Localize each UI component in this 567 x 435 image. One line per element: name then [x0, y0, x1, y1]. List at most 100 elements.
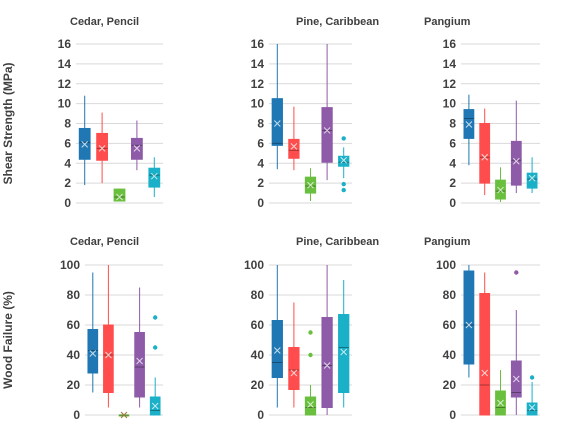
y-tick-label: 16 [58, 37, 72, 51]
y-tick-label: 8 [449, 117, 456, 131]
box-series-1 [78, 95, 91, 186]
box-series-3 [118, 411, 130, 419]
y-tick-label: 16 [251, 37, 265, 51]
y-tick-label: 60 [443, 318, 457, 332]
panel-4: Cedar, Pencil 0 20 40 60 80 100 Wood Failure (%… [1, 236, 163, 422]
y-tick-label: 100 [436, 258, 456, 272]
panel-3: Pangium 0 2 4 6 8 10 12 14 16 [424, 16, 540, 210]
panel-title: Cedar, Pencil [70, 236, 139, 248]
outlier-point [341, 136, 346, 141]
mean-marker [150, 172, 158, 180]
box [148, 167, 161, 188]
mean-marker [340, 348, 348, 356]
box-series-2 [479, 272, 491, 416]
mean-marker [340, 156, 348, 164]
box-series-2 [288, 302, 300, 408]
box [271, 320, 283, 378]
mean-marker [528, 404, 536, 411]
box-series-5 [526, 375, 538, 416]
box-series-4 [321, 265, 333, 415]
mean-marker [323, 362, 331, 369]
panel-2: Pine, Caribbean 0 2 4 6 8 10 12 14 16 [251, 16, 380, 210]
mean-marker [481, 153, 489, 161]
box [338, 155, 350, 167]
y-tick-label: 12 [58, 77, 72, 91]
y-tick-label: 14 [443, 57, 457, 71]
y-tick-label: 60 [251, 318, 265, 332]
mean-marker [120, 411, 128, 419]
box [103, 324, 114, 393]
y-tick-label: 14 [251, 57, 265, 71]
y-tick-label: 20 [251, 378, 265, 392]
outlier-point [341, 181, 346, 187]
mean-marker [136, 357, 143, 365]
box [96, 132, 108, 161]
box-series-4 [510, 100, 522, 194]
y-tick-label: 2 [64, 176, 71, 190]
y-tick-label: 6 [257, 136, 264, 150]
box-series-3 [495, 370, 506, 416]
panel-title: Pangium [424, 236, 471, 248]
box [526, 402, 538, 416]
box [510, 140, 522, 186]
y-tick-label: 80 [443, 288, 457, 302]
box-series-5 [149, 315, 161, 416]
mean-marker [465, 121, 473, 128]
panel-5: Pine, Caribbean 0 20 40 60 80 100 [244, 236, 379, 422]
outlier-point [153, 345, 158, 350]
box [113, 188, 126, 202]
box [321, 107, 333, 163]
mean-marker [465, 321, 473, 329]
box-series-5 [526, 157, 538, 194]
y-tick-label: 100 [60, 258, 80, 272]
y-tick-label: 10 [443, 97, 457, 111]
box [87, 329, 99, 374]
y-tick-label: 8 [64, 117, 71, 131]
box-series-3 [304, 330, 317, 416]
y-tick-label: 40 [443, 348, 457, 362]
y-tick-label: 12 [251, 77, 265, 91]
y-tick-label: 0 [257, 408, 264, 422]
y-tick-label: 10 [58, 97, 72, 111]
y-tick-label: 100 [244, 258, 264, 272]
box [463, 270, 475, 365]
box-series-1 [87, 272, 99, 393]
y-axis-label: Wood Failure (%) [1, 291, 15, 389]
mean-marker [151, 402, 159, 410]
box [321, 317, 333, 408]
box-series-5 [338, 136, 350, 193]
y-tick-label: 60 [67, 318, 81, 332]
box-series-2 [288, 106, 300, 171]
outlier-point [153, 315, 158, 320]
box-series-3 [304, 168, 317, 202]
box-series-1 [271, 44, 283, 170]
y-tick-label: 8 [257, 117, 264, 131]
y-tick-label: 14 [58, 57, 72, 71]
box-series-2 [96, 112, 108, 184]
outlier-point [514, 270, 519, 275]
mean-marker [481, 369, 489, 377]
outlier-point [341, 187, 346, 193]
y-tick-label: 0 [64, 196, 71, 210]
y-tick-label: 4 [64, 156, 71, 170]
box [338, 314, 350, 393]
box [134, 332, 145, 398]
box-series-2 [103, 265, 114, 408]
mean-marker [273, 347, 281, 354]
mean-marker [133, 144, 141, 152]
outlier-point [308, 330, 313, 335]
box-series-4 [321, 44, 333, 181]
y-tick-label: 80 [67, 288, 81, 302]
panel-title: Pangium [424, 16, 471, 28]
box [479, 123, 491, 184]
box-series-5 [148, 157, 161, 198]
y-tick-label: 80 [251, 288, 265, 302]
y-tick-label: 10 [251, 97, 265, 111]
mean-marker [307, 401, 314, 408]
mean-marker [497, 186, 504, 194]
mean-marker [323, 127, 331, 134]
y-tick-label: 2 [257, 176, 264, 190]
box [479, 293, 491, 416]
mean-marker [290, 369, 298, 377]
y-tick-label: 20 [443, 378, 457, 392]
